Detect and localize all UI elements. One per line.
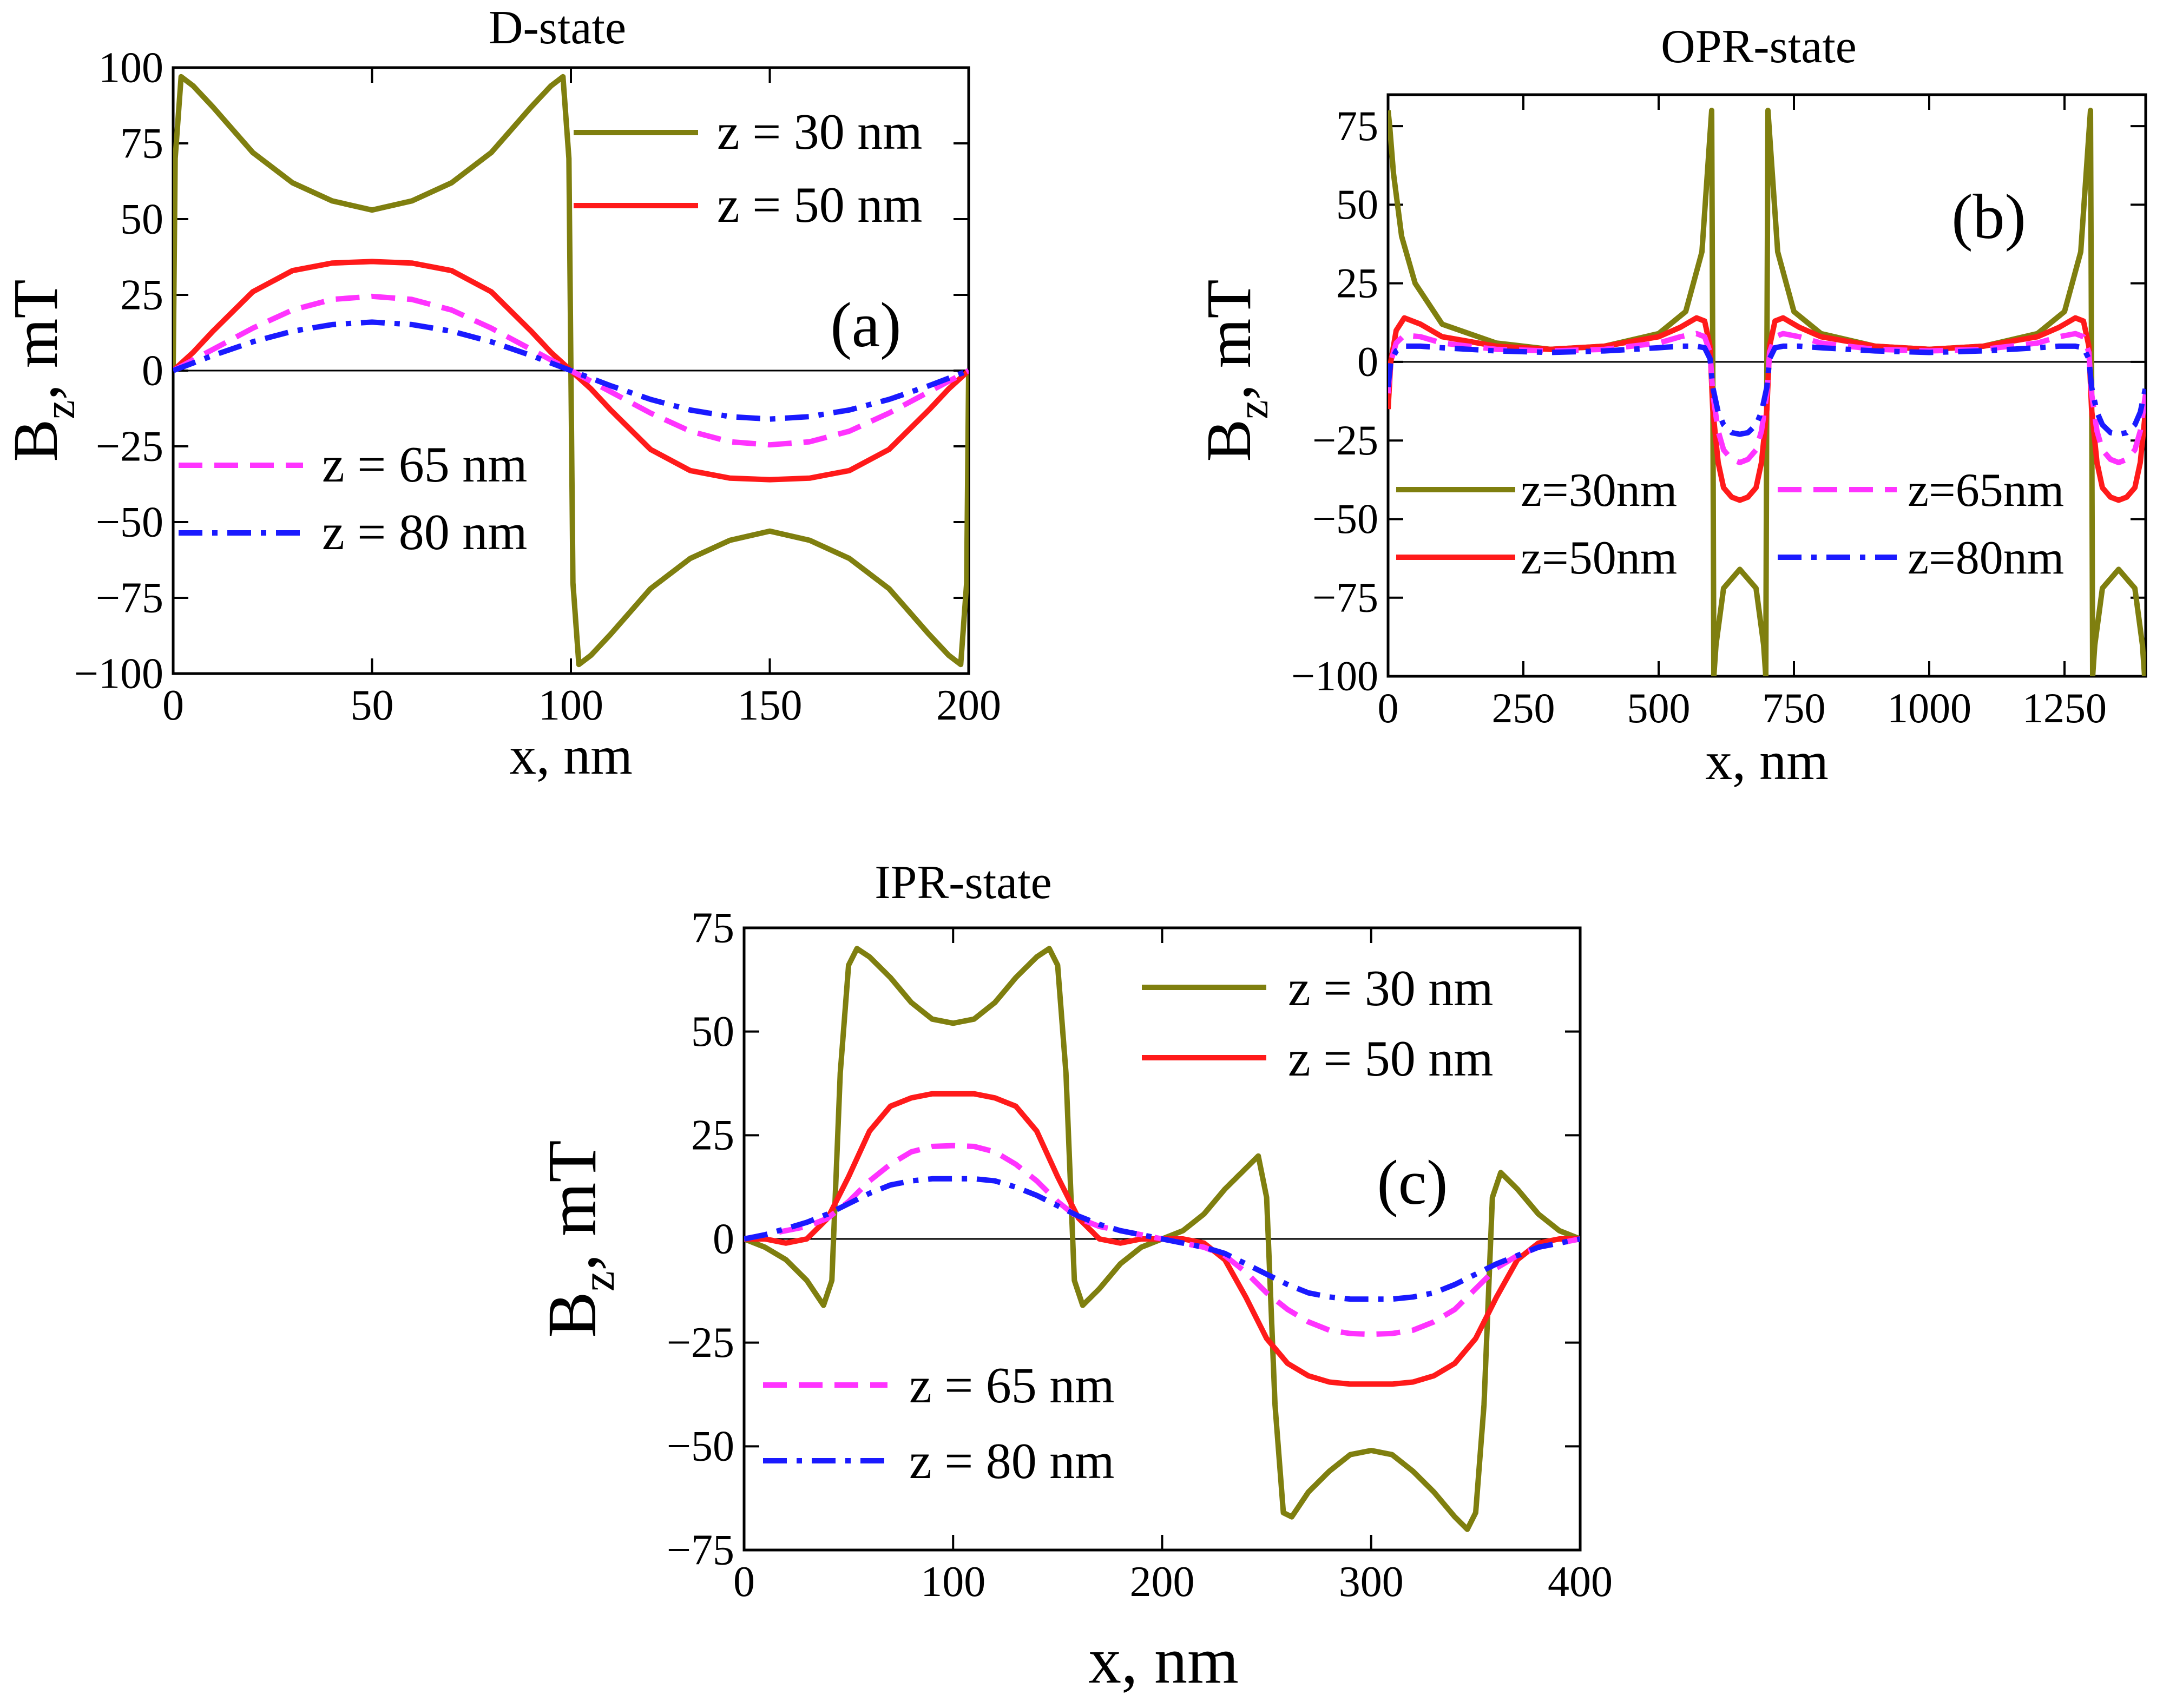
panel-a-y-tick-label: −25 xyxy=(96,423,163,470)
panel-c-x-tick-label: 100 xyxy=(921,1558,985,1606)
panel-a-title: D-state xyxy=(489,2,626,54)
legend-b-label-z80: z=80nm xyxy=(1908,532,2064,584)
panel-a-y-tick-label: 50 xyxy=(120,195,163,243)
legend-b-label-z65: z=65nm xyxy=(1908,464,2064,517)
panel-b-y-axis-label-rest: , mT xyxy=(1193,279,1264,400)
panel-b-y-axis-label-main: B xyxy=(1193,419,1264,462)
panel-b-x-axis-label: x, nm xyxy=(1705,731,1829,791)
panel-b-label: (b) xyxy=(1951,181,2026,252)
panel-c-x-tick-label: 400 xyxy=(1548,1558,1613,1606)
panel-b-legend: z=30nm z=50nm z=65nm z=80nm xyxy=(1396,464,2064,584)
panel-a-y-axis-label-main: B xyxy=(0,419,71,462)
panel-c-y-axis-label: Bz, mT xyxy=(534,1140,624,1337)
legend-a-label-z80: z = 80 nm xyxy=(322,504,527,560)
panel-c-x-tick-label: 300 xyxy=(1339,1558,1404,1606)
panel-a-y-tick-label: 75 xyxy=(120,120,163,167)
panel-a-plot-area: 0 50 100 150 200 −100 −75 −50 −25 0 25 50 75 100 xyxy=(74,44,1001,729)
panel-c-label: (c) xyxy=(1377,1147,1448,1218)
panel-c-y-tick-label: −50 xyxy=(667,1423,734,1470)
panel-a-x-axis-label: x, nm xyxy=(509,726,633,786)
panel-b-y-axis-label-sub: z xyxy=(1230,400,1277,419)
panel-a-y-tick-label: 25 xyxy=(120,271,163,319)
panel-c-y-tick-label: −75 xyxy=(667,1526,734,1574)
panel-b-y-tick-label: −25 xyxy=(1312,417,1378,464)
panel-b-x-tick-label: 500 xyxy=(1627,684,1691,731)
panel-c-plot-area: 0 100 200 300 400 −75 −50 −25 0 25 50 75 xyxy=(667,904,1613,1606)
panel-c-y-axis-label-main: B xyxy=(534,1291,610,1337)
panel-a-x-tick-label: 0 xyxy=(162,682,184,729)
panel-b-y-tick-label: 25 xyxy=(1336,259,1378,306)
legend-a-label-z65: z = 65 nm xyxy=(322,437,527,493)
panel-c-x-tick-label: 200 xyxy=(1130,1558,1195,1606)
panel-c-title: IPR-state xyxy=(875,856,1052,909)
panel-c-y-tick-label: −25 xyxy=(667,1319,734,1367)
panel-b: OPR-state 0 250 500 750 1000 1250−100−75−50−2… xyxy=(1193,21,2147,791)
legend-c-label-z30: z = 30 nm xyxy=(1288,960,1493,1017)
panel-b-y-tick-label: 50 xyxy=(1336,181,1378,228)
panel-a-x-tick-label: 50 xyxy=(351,682,394,729)
panel-a-series-z80 xyxy=(173,319,969,422)
panel-b-y-axis-label: Bz, mT xyxy=(1193,279,1277,461)
panel-b-x-tick-label: 750 xyxy=(1763,684,1826,731)
legend-a-label-z30: z = 30 nm xyxy=(717,104,922,160)
panel-c-y-tick-label: 50 xyxy=(691,1008,734,1056)
legend-c-label-z50: z = 50 nm xyxy=(1288,1031,1493,1087)
panel-c-y-axis-label-rest: , mT xyxy=(534,1140,610,1271)
legend-b-label-z50: z=50nm xyxy=(1521,532,1677,584)
panel-a-y-tick-label: −100 xyxy=(74,650,163,697)
legend-c-label-z65: z = 65 nm xyxy=(909,1357,1114,1414)
panel-b-x-tick-label: 250 xyxy=(1492,684,1555,731)
panel-a-label: (a) xyxy=(831,289,902,360)
panel-a-x-tick-label: 150 xyxy=(738,682,803,729)
panel-a: D-state 0 50 100 150 200 −100 −75 −50 −25 0 25 50 75… xyxy=(0,2,1001,786)
panel-c-x-axis-label: x, nm xyxy=(1088,1624,1239,1697)
panel-b-y-tick-label: 75 xyxy=(1336,102,1378,149)
panel-b-series-z80 xyxy=(1388,343,2146,437)
panel-b-title: OPR-state xyxy=(1661,21,1857,73)
panel-b-y-tick-label: −100 xyxy=(1291,652,1378,700)
panel-a-y-axis-label-rest: , mT xyxy=(0,279,71,400)
panel-c-y-axis-label-sub: z xyxy=(572,1271,624,1291)
panel-c-x-tick-label: 0 xyxy=(733,1558,755,1606)
panel-c-legend: z = 30 nm z = 50 nm z = 65 nm z = 80 nm xyxy=(763,960,1493,1489)
panel-c: IPR-state 0 100 200 300 400−75−50−250255075 … xyxy=(534,856,1613,1697)
panel-b-y-tick-label: −50 xyxy=(1312,495,1378,542)
legend-b-label-z30: z=30nm xyxy=(1521,464,1677,517)
panel-a-y-tick-label: −75 xyxy=(96,574,163,622)
panel-a-y-tick-label: 100 xyxy=(98,44,163,91)
panel-b-x-tick-label: 1000 xyxy=(1887,684,1971,731)
panel-b-y-tick-label: −75 xyxy=(1312,573,1378,621)
panel-a-x-tick-label: 200 xyxy=(936,682,1001,729)
panel-c-series-z80 xyxy=(744,1176,1580,1302)
panel-b-plot-area: 0 250 500 750 1000 1250 −100 −75 −50 −25 0 25 50 75 xyxy=(1291,95,2146,731)
legend-a-label-z50: z = 50 nm xyxy=(717,177,922,233)
panel-c-y-tick-label: 75 xyxy=(691,904,734,952)
panel-a-y-axis-label-sub: z xyxy=(36,400,84,419)
panel-a-x-tick-label: 100 xyxy=(538,682,603,729)
panel-c-y-tick-label: 25 xyxy=(691,1112,734,1159)
panel-b-x-tick-label: 0 xyxy=(1378,684,1399,731)
panel-b-y-tick-label: 0 xyxy=(1357,338,1378,385)
panel-a-y-tick-label: 0 xyxy=(142,347,163,394)
panel-c-y-tick-label: 0 xyxy=(713,1215,734,1263)
panel-a-y-tick-label: −50 xyxy=(96,498,163,546)
legend-c-label-z80: z = 80 nm xyxy=(909,1433,1114,1489)
panel-a-y-axis-label: Bz, mT xyxy=(0,279,84,461)
panel-a-legend: z = 30 nm z = 50 nm z = 65 nm z = 80 nm xyxy=(179,104,922,560)
panel-b-x-tick-label: 1250 xyxy=(2022,684,2107,731)
